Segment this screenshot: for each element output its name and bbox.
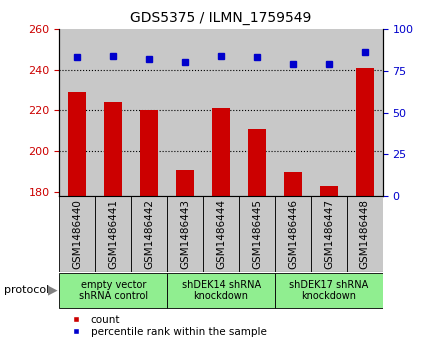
Text: shDEK14 shRNA
knockdown: shDEK14 shRNA knockdown bbox=[182, 280, 260, 301]
Bar bbox=[311, 29, 347, 196]
Bar bbox=[176, 170, 194, 196]
Bar bbox=[59, 273, 167, 308]
Bar bbox=[104, 102, 122, 196]
Text: GSM1486445: GSM1486445 bbox=[252, 199, 262, 269]
Text: GSM1486444: GSM1486444 bbox=[216, 199, 226, 269]
Bar bbox=[320, 186, 338, 196]
Bar bbox=[167, 273, 275, 308]
Text: shDEK17 shRNA
knockdown: shDEK17 shRNA knockdown bbox=[289, 280, 369, 301]
Text: GSM1486440: GSM1486440 bbox=[72, 199, 82, 269]
Text: empty vector
shRNA control: empty vector shRNA control bbox=[79, 280, 148, 301]
Text: GSM1486447: GSM1486447 bbox=[324, 199, 334, 269]
Text: GSM1486441: GSM1486441 bbox=[108, 199, 118, 269]
Text: GSM1486442: GSM1486442 bbox=[144, 199, 154, 269]
Bar bbox=[239, 196, 275, 272]
Bar bbox=[140, 110, 158, 196]
Bar bbox=[275, 273, 383, 308]
Text: ▶: ▶ bbox=[48, 284, 57, 297]
Bar bbox=[68, 92, 86, 196]
Bar bbox=[275, 29, 311, 196]
Bar bbox=[167, 196, 203, 272]
Bar bbox=[347, 29, 383, 196]
Bar bbox=[212, 109, 230, 196]
Text: GSM1486443: GSM1486443 bbox=[180, 199, 190, 269]
Bar bbox=[203, 196, 239, 272]
Bar bbox=[203, 29, 239, 196]
Bar bbox=[311, 196, 347, 272]
Bar bbox=[239, 29, 275, 196]
Bar bbox=[131, 196, 167, 272]
Bar bbox=[131, 29, 167, 196]
Bar bbox=[347, 196, 383, 272]
Text: protocol: protocol bbox=[4, 285, 50, 295]
Bar bbox=[275, 196, 311, 272]
Bar bbox=[167, 29, 203, 196]
Text: GSM1486446: GSM1486446 bbox=[288, 199, 298, 269]
Title: GDS5375 / ILMN_1759549: GDS5375 / ILMN_1759549 bbox=[130, 11, 312, 25]
Text: GSM1486448: GSM1486448 bbox=[360, 199, 370, 269]
Bar bbox=[356, 68, 374, 196]
Bar bbox=[284, 172, 302, 196]
Bar bbox=[95, 29, 131, 196]
Bar bbox=[59, 29, 95, 196]
Bar bbox=[59, 196, 95, 272]
Bar bbox=[95, 196, 131, 272]
Bar bbox=[248, 129, 266, 196]
Legend: count, percentile rank within the sample: count, percentile rank within the sample bbox=[65, 314, 268, 338]
